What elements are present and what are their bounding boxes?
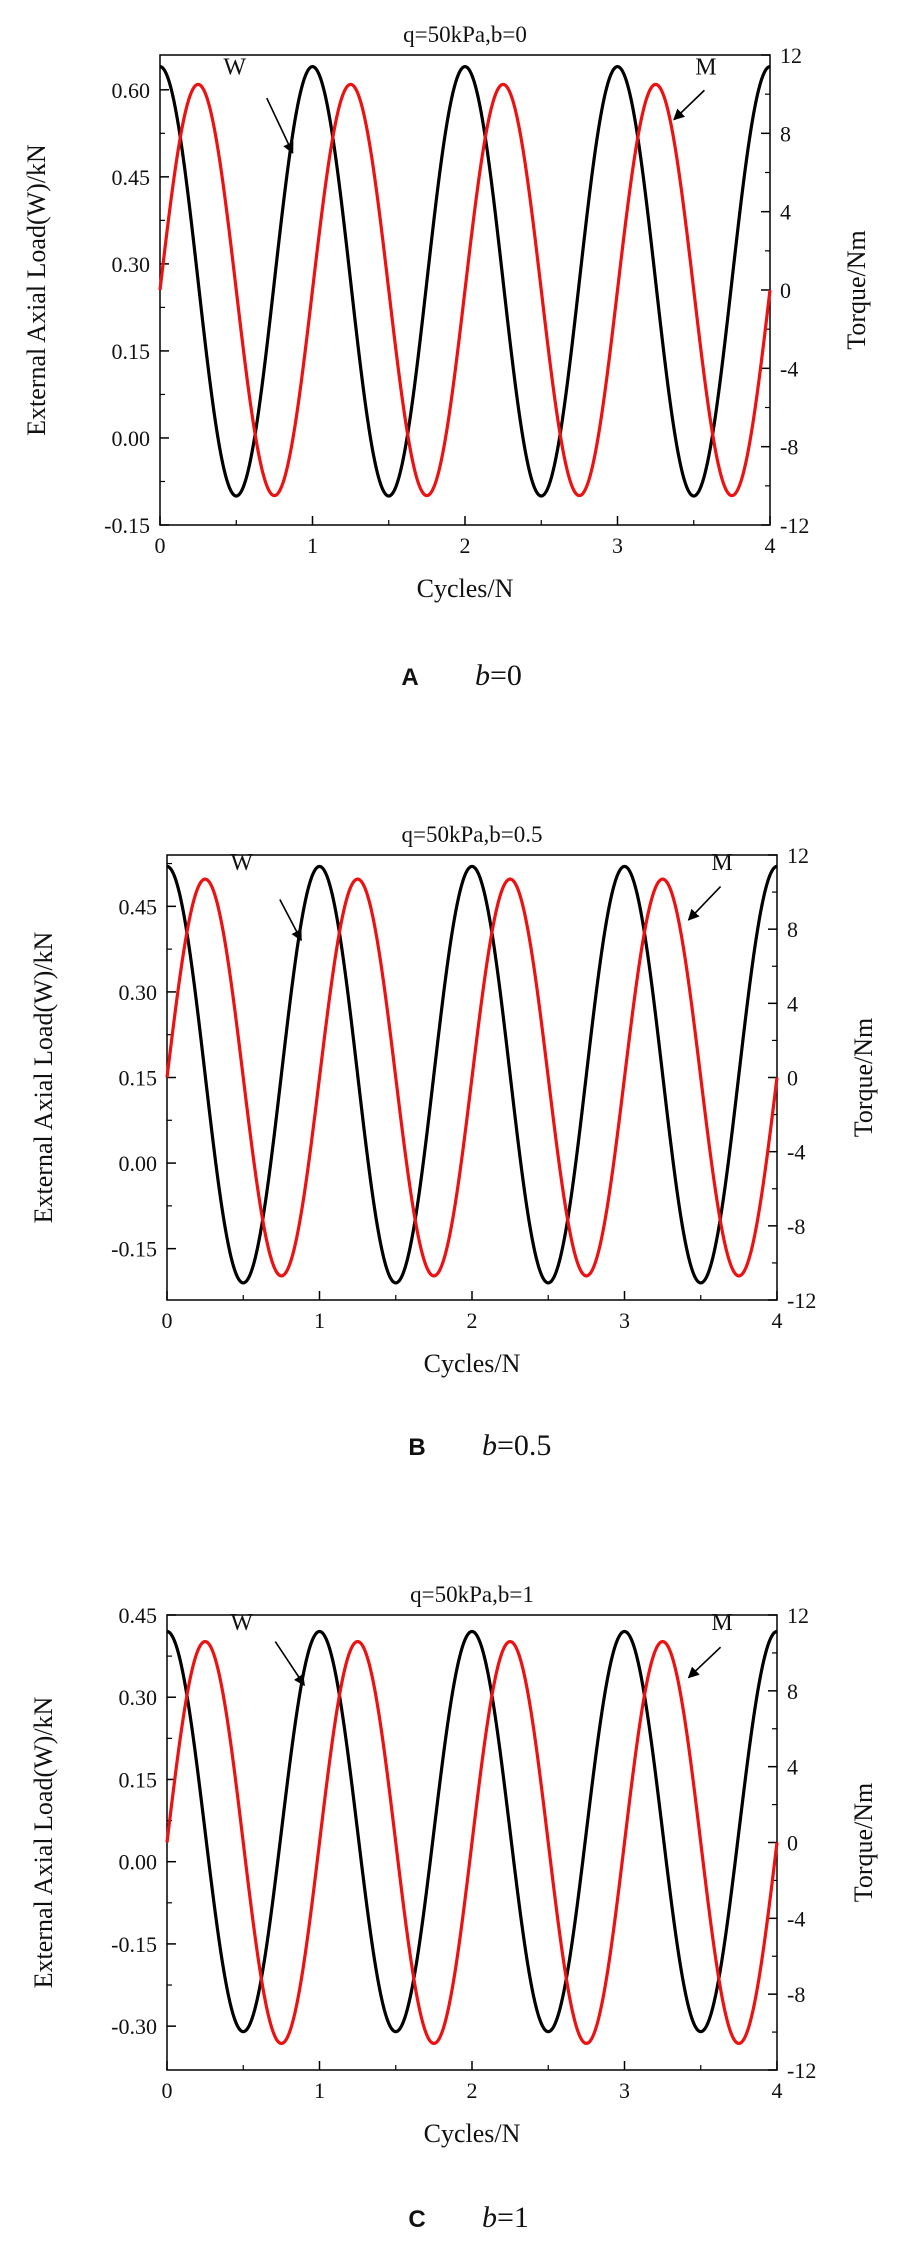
x-tick-label: 3: [619, 2078, 630, 2103]
y-tick-label: 0.30: [119, 980, 158, 1005]
y2-tick-label: -4: [780, 356, 798, 381]
y2-tick-label: -8: [787, 1982, 805, 2007]
annotation-arrow-m: [687, 1646, 722, 1679]
y-tick-label: 0.00: [119, 1151, 158, 1176]
x-axis-label: Cycles/N: [424, 1349, 521, 1378]
y-tick-label: 0.45: [119, 1603, 158, 1628]
annotation-w: W: [223, 55, 246, 81]
y2-tick-label: 12: [780, 43, 802, 68]
y2-tick-label: 8: [780, 121, 791, 146]
x-tick-label: 1: [314, 1308, 325, 1333]
panel-caption-text: b=0.5: [482, 1429, 551, 1462]
panel-caption-text: b=1: [482, 2201, 529, 2234]
y2-tick-label: -8: [780, 435, 798, 460]
x-axis-label: Cycles/N: [424, 2119, 521, 2148]
series-line-w: [159, 65, 771, 498]
x-tick-label: 3: [612, 533, 623, 558]
x-tick-label: 1: [314, 2078, 325, 2103]
annotation-m: M: [711, 1610, 732, 1636]
y2-axis-label: Torque/Nm: [849, 1018, 878, 1138]
x-tick-label: 0: [162, 2078, 173, 2103]
y-tick-label: 0.30: [119, 1685, 158, 1710]
chart-title: q=50kPa,b=0.5: [402, 822, 543, 847]
y-tick-label: 0.30: [112, 252, 151, 277]
series-line-w: [166, 1629, 778, 2034]
annotation-arrow-m: [687, 885, 722, 921]
annotation-arrow-w: [274, 1641, 305, 1687]
y-tick-label: -0.15: [111, 1932, 157, 1957]
annotation-m: M: [711, 850, 732, 876]
x-tick-label: 2: [467, 1308, 478, 1333]
y-tick-label: 0.15: [119, 1066, 158, 1091]
y2-tick-label: 0: [787, 1831, 798, 1856]
y-axis-label: External Axial Load(W)/kN: [29, 1696, 58, 1988]
annotation-arrow-w: [279, 899, 302, 942]
y-tick-label: -0.30: [111, 2014, 157, 2039]
x-tick-label: 4: [772, 1308, 783, 1333]
y2-tick-label: 4: [787, 1755, 798, 1780]
y2-tick-label: -12: [780, 513, 809, 538]
panel-letter: A: [401, 664, 418, 691]
y2-tick-label: -4: [787, 1140, 805, 1165]
y-tick-label: 0.45: [119, 894, 158, 919]
y2-tick-label: 4: [787, 991, 798, 1016]
annotation-arrow-w: [266, 97, 294, 154]
y-tick-label: 0.60: [112, 78, 151, 103]
y2-tick-label: 8: [787, 1679, 798, 1704]
panel-caption-text: b=0: [475, 659, 522, 692]
chart-title: q=50kPa,b=1: [410, 1582, 534, 1607]
y-tick-label: 0.00: [112, 426, 151, 451]
y2-tick-label: -4: [787, 1906, 805, 1931]
annotation-m: M: [695, 55, 716, 81]
chart-title: q=50kPa,b=0: [403, 22, 527, 47]
y-tick-label: 0.00: [119, 1850, 158, 1875]
annotation-w: W: [230, 850, 253, 876]
y-axis-label: External Axial Load(W)/kN: [22, 144, 51, 436]
series-line-m: [165, 1639, 779, 2046]
y-axis-label: External Axial Load(W)/kN: [29, 931, 58, 1223]
y2-tick-label: -12: [787, 2058, 816, 2083]
y2-tick-label: 4: [780, 200, 791, 225]
y2-tick-label: 12: [787, 1603, 809, 1628]
x-tick-label: 3: [619, 1308, 630, 1333]
panel-letter: C: [408, 2206, 425, 2233]
panel-letter: B: [408, 1434, 425, 1461]
y-tick-label: 0.45: [112, 165, 151, 190]
series-line-w: [166, 864, 778, 1285]
annotation-w: W: [230, 1610, 253, 1636]
chart-panel-c: 0 1 2 3 4-0.30-0.150.000.150.300.45-12-8-404…: [29, 1582, 878, 2234]
y2-axis-label: Torque/Nm: [849, 1783, 878, 1903]
y2-tick-label: -12: [787, 1288, 816, 1313]
series-line-m: [158, 82, 772, 498]
x-tick-label: 0: [162, 1308, 173, 1333]
annotation-arrow-m: [673, 89, 705, 121]
y2-tick-label: 0: [787, 1066, 798, 1091]
x-tick-label: 1: [307, 533, 318, 558]
y-tick-label: 0.15: [119, 1767, 158, 1792]
y-tick-label: -0.15: [104, 513, 150, 538]
x-tick-label: 4: [765, 533, 776, 558]
chart-panel-a: 0 1 2 3 4-0.150.000.150.300.450.60-12-8-4048…: [22, 22, 871, 692]
y2-tick-label: 8: [787, 917, 798, 942]
y2-axis-label: Torque/Nm: [842, 230, 871, 350]
x-tick-label: 2: [467, 2078, 478, 2103]
y2-tick-label: 0: [780, 278, 791, 303]
chart-panel-b: 0 1 2 3 4-0.150.000.150.300.45-12-8-404812q=…: [29, 822, 878, 1462]
x-tick-label: 4: [772, 2078, 783, 2103]
x-tick-label: 0: [155, 533, 166, 558]
y-tick-label: 0.15: [112, 339, 151, 364]
x-axis-label: Cycles/N: [417, 574, 514, 603]
series-line-m: [165, 877, 779, 1278]
y-tick-label: -0.15: [111, 1237, 157, 1262]
y2-tick-label: -8: [787, 1214, 805, 1239]
y2-tick-label: 12: [787, 843, 809, 868]
x-tick-label: 2: [460, 533, 471, 558]
